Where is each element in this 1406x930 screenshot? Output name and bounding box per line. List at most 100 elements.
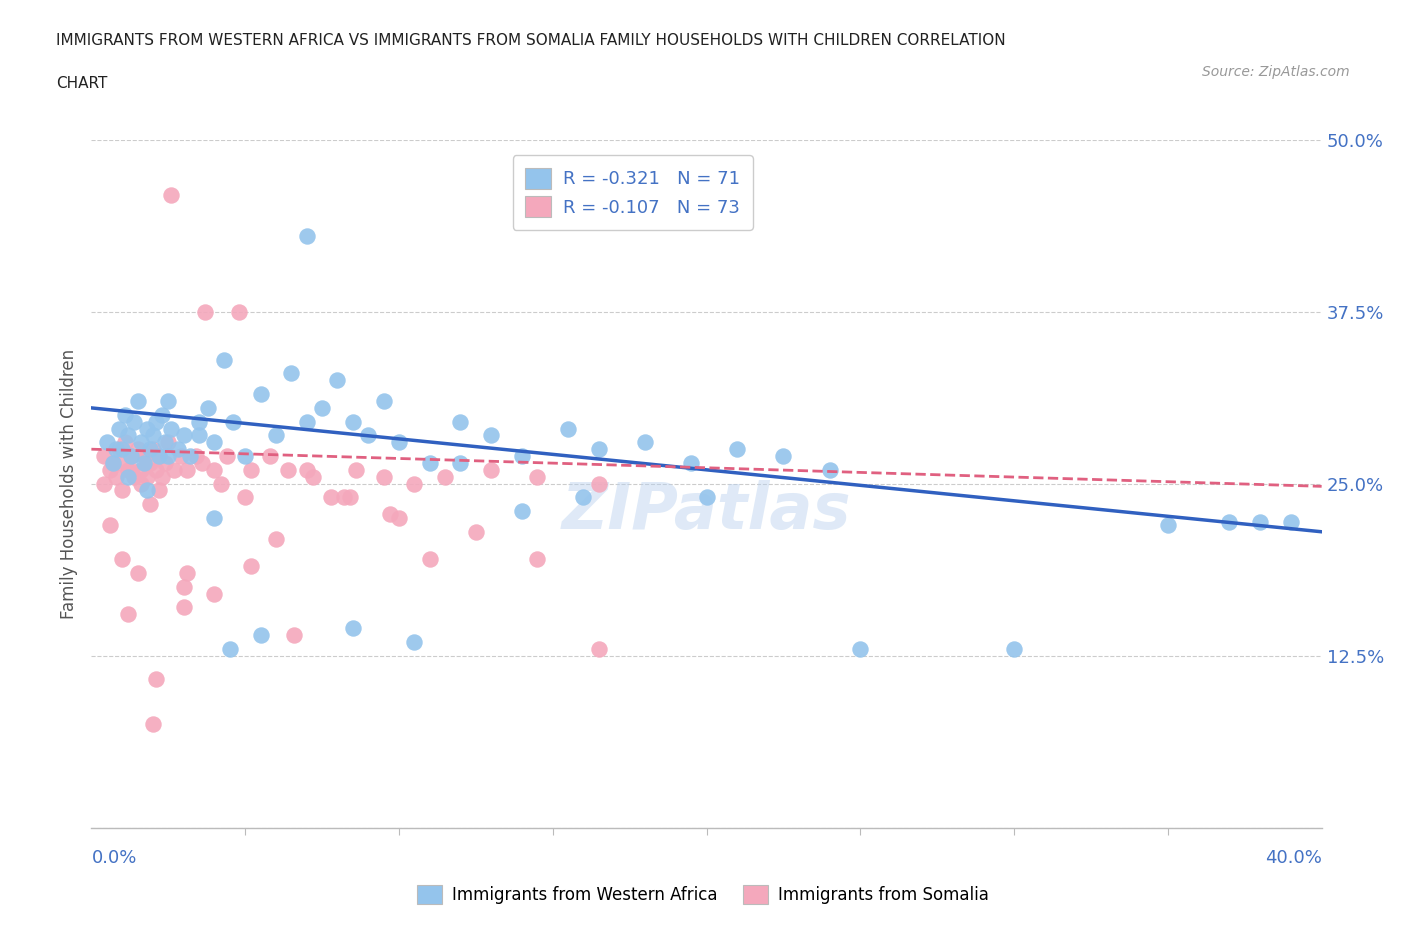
Point (194, 304, 217, 319)
Point (209, 476, 232, 491)
Point (404, 634, 426, 649)
Point (222, 414, 245, 429)
Point (132, 448, 155, 463)
Point (339, 490, 361, 505)
Point (148, 448, 170, 463)
Point (153, 435, 177, 450)
Point (129, 476, 152, 491)
Point (1218, 514, 1240, 529)
Point (148, 483, 170, 498)
Point (188, 428, 211, 443)
Text: IMMIGRANTS FROM WESTERN AFRICA VS IMMIGRANTS FROM SOMALIA FAMILY HOUSEHOLDS WITH: IMMIGRANTS FROM WESTERN AFRICA VS IMMIGR… (56, 33, 1005, 47)
Point (249, 628, 271, 643)
Point (215, 448, 238, 463)
Point (1279, 514, 1302, 529)
Point (342, 414, 364, 429)
Point (142, 442, 165, 457)
Point (105, 470, 127, 485)
Point (150, 470, 173, 485)
Point (93, 476, 115, 491)
Point (184, 448, 207, 463)
Legend: R = -0.321   N = 71, R = -0.107   N = 73: R = -0.321 N = 71, R = -0.107 N = 73 (513, 155, 752, 230)
Point (135, 470, 157, 485)
Point (191, 456, 214, 471)
Point (111, 483, 134, 498)
Point (277, 462, 299, 477)
Point (163, 462, 186, 477)
Point (321, 490, 343, 505)
Point (98, 517, 121, 532)
Point (1157, 517, 1180, 532)
Point (283, 628, 305, 643)
Point (295, 229, 318, 244)
Point (634, 435, 657, 450)
Point (114, 435, 136, 450)
Point (233, 490, 256, 505)
Y-axis label: Family Households with Children: Family Households with Children (59, 349, 77, 618)
Point (111, 551, 134, 566)
Point (526, 551, 548, 566)
Point (588, 476, 610, 491)
Point (120, 448, 142, 463)
Point (166, 442, 188, 457)
Point (96, 435, 118, 450)
Point (101, 456, 124, 471)
Point (202, 586, 225, 601)
Point (449, 456, 471, 471)
Point (157, 393, 180, 408)
Point (145, 462, 167, 477)
Point (772, 448, 794, 463)
Point (373, 470, 395, 485)
Legend: Immigrants from Western Africa, Immigrants from Somalia: Immigrants from Western Africa, Immigran… (411, 878, 995, 910)
Point (105, 442, 127, 457)
Point (111, 456, 134, 471)
Point (479, 428, 502, 443)
Point (434, 470, 457, 485)
Point (160, 421, 183, 436)
Point (404, 476, 426, 491)
Point (202, 462, 225, 477)
Point (101, 456, 124, 471)
Point (332, 490, 354, 505)
Text: CHART: CHART (56, 76, 108, 91)
Point (176, 462, 198, 477)
Point (479, 462, 502, 477)
Point (127, 393, 149, 408)
Text: ZIPatlas: ZIPatlas (562, 480, 851, 542)
Point (301, 470, 323, 485)
Point (233, 448, 256, 463)
Point (510, 448, 533, 463)
Point (388, 435, 411, 450)
Point (696, 490, 718, 505)
Point (108, 421, 131, 436)
Text: Source: ZipAtlas.com: Source: ZipAtlas.com (1202, 65, 1350, 79)
Point (142, 428, 165, 443)
Point (179, 448, 201, 463)
Point (240, 559, 263, 574)
Point (117, 607, 139, 622)
Point (173, 600, 195, 615)
Point (114, 407, 136, 422)
Point (93, 448, 115, 463)
Point (681, 456, 703, 471)
Point (142, 717, 165, 732)
Point (1249, 514, 1271, 529)
Point (526, 470, 548, 485)
Point (295, 414, 318, 429)
Point (135, 421, 157, 436)
Point (202, 435, 225, 450)
Point (117, 470, 139, 485)
Point (326, 373, 349, 388)
Point (150, 407, 173, 422)
Point (157, 435, 180, 450)
Point (145, 671, 167, 686)
Point (259, 448, 281, 463)
Point (510, 504, 533, 519)
Point (818, 462, 841, 477)
Point (173, 428, 195, 443)
Point (139, 456, 162, 471)
Point (98, 462, 121, 477)
Point (135, 483, 157, 498)
Point (557, 421, 579, 436)
Point (153, 456, 177, 471)
